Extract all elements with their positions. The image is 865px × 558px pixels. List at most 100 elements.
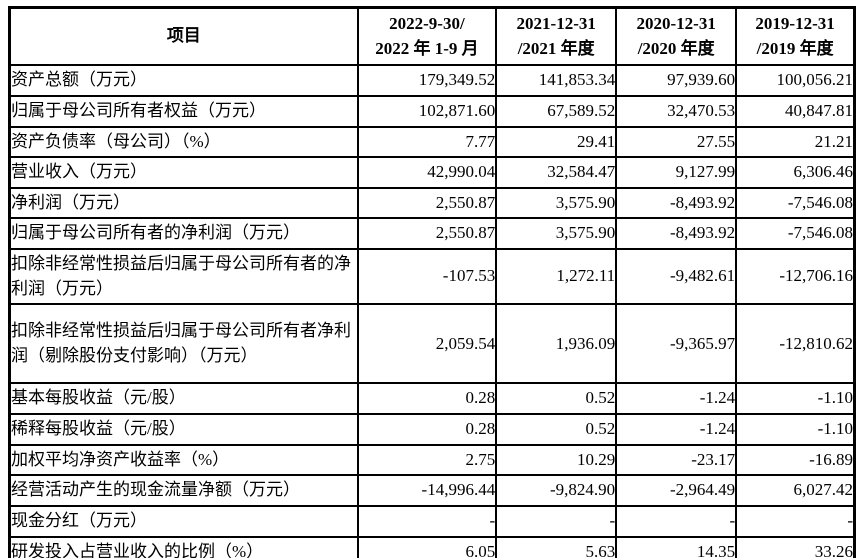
header-period-2020-line1: 2020-12-31 [636,14,716,33]
table-row-revenue: 营业收入（万元） 42,990.04 32,584.47 9,127.99 6,… [8,156,856,189]
cell-value: 14.35 [615,535,738,558]
row-label: 稀释每股收益（元/股） [8,413,359,446]
cell-value: 0.28 [356,413,498,446]
table-row-diluted-eps: 稀释每股收益（元/股） 0.28 0.52 -1.24 -1.10 [8,413,856,446]
table-row-debt-ratio: 资产负债率（母公司）（%） 7.77 29.41 27.55 21.21 [8,125,856,159]
row-label: 营业收入（万元） [8,156,359,189]
cell-value: 29.41 [495,125,618,159]
cell-value: -1.24 [615,382,738,416]
header-period-2022-line2: 2022 年 1-9 月 [375,38,479,58]
table-row-operating-cash-flow: 经营活动产生的现金流量净额（万元） -14,996.44 -9,824.90 -… [8,474,856,507]
cell-value: -12,810.62 [735,303,856,385]
header-period-2022: 2022-9-30/ 2022 年 1-9 月 [356,6,498,67]
cell-value: 3,575.90 [495,217,618,251]
cell-value: -14,996.44 [356,474,498,507]
cell-value: - [495,504,618,538]
cell-value: 1,936.09 [495,303,618,385]
row-label: 研发投入占营业收入的比例（%） [8,535,359,558]
table-row-parent-equity: 归属于母公司所有者权益（万元） 102,871.60 67,589.52 32,… [8,94,856,128]
header-period-2021-line2: /2021 年度 [517,38,595,58]
table-row-total-assets: 资产总额（万元） 179,349.52 141,853.34 97,939.60… [8,64,856,97]
header-item: 项目 [8,6,359,67]
cell-value: -9,824.90 [495,474,618,507]
row-label: 基本每股收益（元/股） [8,382,359,416]
cell-value: - [356,504,498,538]
header-period-2019: 2019-12-31 /2019 年度 [735,6,856,67]
cell-value: 5.63 [495,535,618,558]
table-row-basic-eps: 基本每股收益（元/股） 0.28 0.52 -1.24 -1.10 [8,382,856,416]
header-period-2021-line1: 2021-12-31 [516,14,596,33]
cell-value: -1.10 [735,382,856,416]
cell-value: -23.17 [615,443,738,477]
cell-value: - [615,504,738,538]
cell-value: 102,871.60 [356,94,498,128]
table-row-rd-ratio: 研发投入占营业收入的比例（%） 6.05 5.63 14.35 33.26 [8,535,856,558]
header-period-2022-line1: 2022-9-30/ [389,14,465,33]
table-row-deducted-net-profit-ex-share-payment: 扣除非经常性损益后归属于母公司所有者净利润（剔除股份支付影响）（万元） 2,05… [8,303,856,385]
cell-value: 2,059.54 [356,303,498,385]
cell-value: 0.28 [356,382,498,416]
cell-value: -9,482.61 [615,248,738,306]
row-label: 资产总额（万元） [8,64,359,97]
header-period-2020: 2020-12-31 /2020 年度 [615,6,738,67]
table-row-weighted-roe: 加权平均净资产收益率（%） 2.75 10.29 -23.17 -16.89 [8,443,856,477]
row-label: 现金分红（万元） [8,504,359,538]
cell-value: 2,550.87 [356,186,498,220]
cell-value: -107.53 [356,248,498,306]
cell-value: 179,349.52 [356,64,498,97]
cell-value: 2,550.87 [356,217,498,251]
cell-value: -12,706.16 [735,248,856,306]
header-period-2020-line2: /2020 年度 [637,38,715,58]
cell-value: 3,575.90 [495,186,618,220]
row-label: 经营活动产生的现金流量净额（万元） [8,474,359,507]
row-label: 扣除非经常性损益后归属于母公司所有者的净利润（万元） [8,248,359,306]
cell-value: 40,847.81 [735,94,856,128]
cell-value: 32,584.47 [495,156,618,189]
cell-value: 7.77 [356,125,498,159]
cell-value: 141,853.34 [495,64,618,97]
cell-value: -8,493.92 [615,217,738,251]
cell-value: 6,306.46 [735,156,856,189]
cell-value: 9,127.99 [615,156,738,189]
cell-value: -7,546.08 [735,186,856,220]
row-label: 资产负债率（母公司）（%） [8,125,359,159]
cell-value: 100,056.21 [735,64,856,97]
cell-value: 32,470.53 [615,94,738,128]
table-row-parent-net-profit: 归属于母公司所有者的净利润（万元） 2,550.87 3,575.90 -8,4… [8,217,856,251]
cell-value: -8,493.92 [615,186,738,220]
table-row-cash-dividend: 现金分红（万元） - - - - [8,504,856,538]
cell-value: -1.10 [735,413,856,446]
row-label: 归属于母公司所有者权益（万元） [8,94,359,128]
cell-value: - [735,504,856,538]
header-period-2021: 2021-12-31 /2021 年度 [495,6,618,67]
cell-value: 67,589.52 [495,94,618,128]
cell-value: -16.89 [735,443,856,477]
header-period-2019-line1: 2019-12-31 [755,14,835,33]
cell-value: 0.52 [495,413,618,446]
cell-value: 2.75 [356,443,498,477]
financial-summary-table: 项目 2022-9-30/ 2022 年 1-9 月 2021-12-31 /2… [8,6,856,558]
cell-value: -1.24 [615,413,738,446]
header-row: 项目 2022-9-30/ 2022 年 1-9 月 2021-12-31 /2… [8,6,856,67]
cell-value: 1,272.11 [495,248,618,306]
header-period-2019-line2: /2019 年度 [756,38,834,58]
cell-value: -2,964.49 [615,474,738,507]
cell-value: 33.26 [735,535,856,558]
cell-value: -9,365.97 [615,303,738,385]
cell-value: 42,990.04 [356,156,498,189]
row-label: 加权平均净资产收益率（%） [8,443,359,477]
cell-value: 0.52 [495,382,618,416]
cell-value: -7,546.08 [735,217,856,251]
row-label: 扣除非经常性损益后归属于母公司所有者净利润（剔除股份支付影响）（万元） [8,303,359,385]
cell-value: 27.55 [615,125,738,159]
cell-value: 10.29 [495,443,618,477]
row-label: 归属于母公司所有者的净利润（万元） [8,217,359,251]
cell-value: 21.21 [735,125,856,159]
table-row-deducted-net-profit: 扣除非经常性损益后归属于母公司所有者的净利润（万元） -107.53 1,272… [8,248,856,306]
cell-value: 6,027.42 [735,474,856,507]
cell-value: 97,939.60 [615,64,738,97]
row-label: 净利润（万元） [8,186,359,220]
table-row-net-profit: 净利润（万元） 2,550.87 3,575.90 -8,493.92 -7,5… [8,186,856,220]
cell-value: 6.05 [356,535,498,558]
